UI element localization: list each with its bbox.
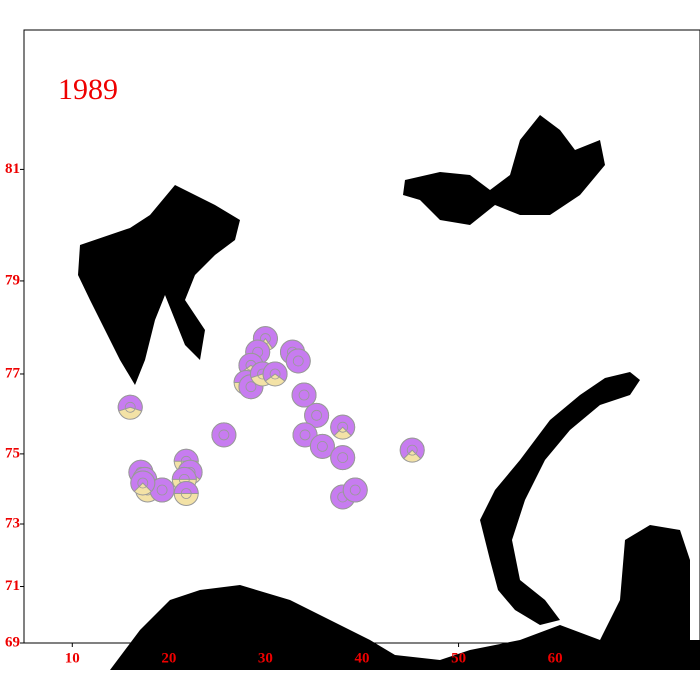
pie-marker bbox=[292, 422, 318, 448]
pie-core bbox=[292, 355, 304, 367]
map-title: 1989 bbox=[58, 73, 118, 106]
x-tick-label: 20 bbox=[161, 650, 176, 666]
pie-core bbox=[337, 452, 349, 464]
x-tick-label: 60 bbox=[548, 650, 563, 666]
mainland bbox=[110, 525, 700, 670]
pie-marker bbox=[130, 470, 156, 496]
y-tick-label: 79 bbox=[5, 272, 20, 288]
x-tick-label: 10 bbox=[65, 650, 80, 666]
pie-marker bbox=[285, 348, 311, 374]
pie-wedge bbox=[342, 477, 368, 503]
pie-core bbox=[299, 429, 311, 441]
pie-marker bbox=[309, 433, 335, 459]
pie-core bbox=[406, 444, 418, 456]
pie-wedge bbox=[292, 422, 318, 448]
land bbox=[78, 115, 700, 670]
pie-wedge bbox=[330, 445, 356, 471]
pie-marker bbox=[330, 445, 356, 471]
y-tick-label: 73 bbox=[5, 515, 20, 531]
pie-core bbox=[124, 401, 136, 413]
pie-wedge bbox=[173, 481, 199, 495]
x-tick-label: 50 bbox=[451, 650, 466, 666]
y-tick-label: 81 bbox=[5, 161, 20, 177]
pie-wedge bbox=[171, 466, 197, 480]
pie-marker bbox=[149, 477, 175, 503]
pie-wedge bbox=[130, 470, 156, 493]
svalbard bbox=[78, 185, 240, 385]
pie-core bbox=[137, 477, 149, 489]
pie-core bbox=[311, 409, 323, 421]
pie-wedge bbox=[262, 361, 288, 382]
pie-marker bbox=[304, 402, 330, 428]
pie-core bbox=[180, 488, 192, 499]
pie-core bbox=[269, 368, 281, 380]
pie-marker bbox=[262, 361, 288, 387]
y-tick-label: 75 bbox=[5, 445, 20, 461]
x-tick-label: 30 bbox=[258, 650, 273, 666]
pie-wedge bbox=[330, 414, 356, 437]
pie-marker bbox=[399, 437, 425, 463]
pie-core bbox=[298, 389, 310, 401]
pie-wedge bbox=[309, 433, 335, 459]
x-tick-label: 40 bbox=[355, 650, 370, 666]
pie-core bbox=[245, 381, 257, 393]
pie-wedge bbox=[173, 448, 199, 462]
pie-marker bbox=[173, 481, 199, 507]
franz-josef-land bbox=[403, 115, 605, 225]
pie-wedge bbox=[304, 402, 330, 428]
pie-core bbox=[218, 429, 230, 441]
pie-marker bbox=[342, 477, 368, 503]
pie-wedge bbox=[291, 382, 317, 408]
pie-marker bbox=[291, 382, 317, 408]
y-tick-label: 77 bbox=[5, 365, 21, 381]
pie-marker bbox=[211, 422, 237, 448]
pie-marker bbox=[117, 394, 143, 420]
pie-wedge bbox=[117, 394, 143, 412]
pie-wedge bbox=[211, 422, 237, 448]
y-tick-label: 71 bbox=[5, 578, 20, 594]
y-tick-label: 69 bbox=[5, 634, 20, 650]
pie-marker bbox=[330, 414, 356, 440]
pie-core bbox=[317, 440, 328, 452]
novaya-zemlya bbox=[480, 372, 640, 625]
pie-core bbox=[349, 484, 361, 496]
pie-wedge bbox=[399, 437, 425, 460]
pie-wedge bbox=[285, 348, 311, 374]
pie-core bbox=[156, 484, 168, 496]
pie-core bbox=[337, 421, 349, 433]
